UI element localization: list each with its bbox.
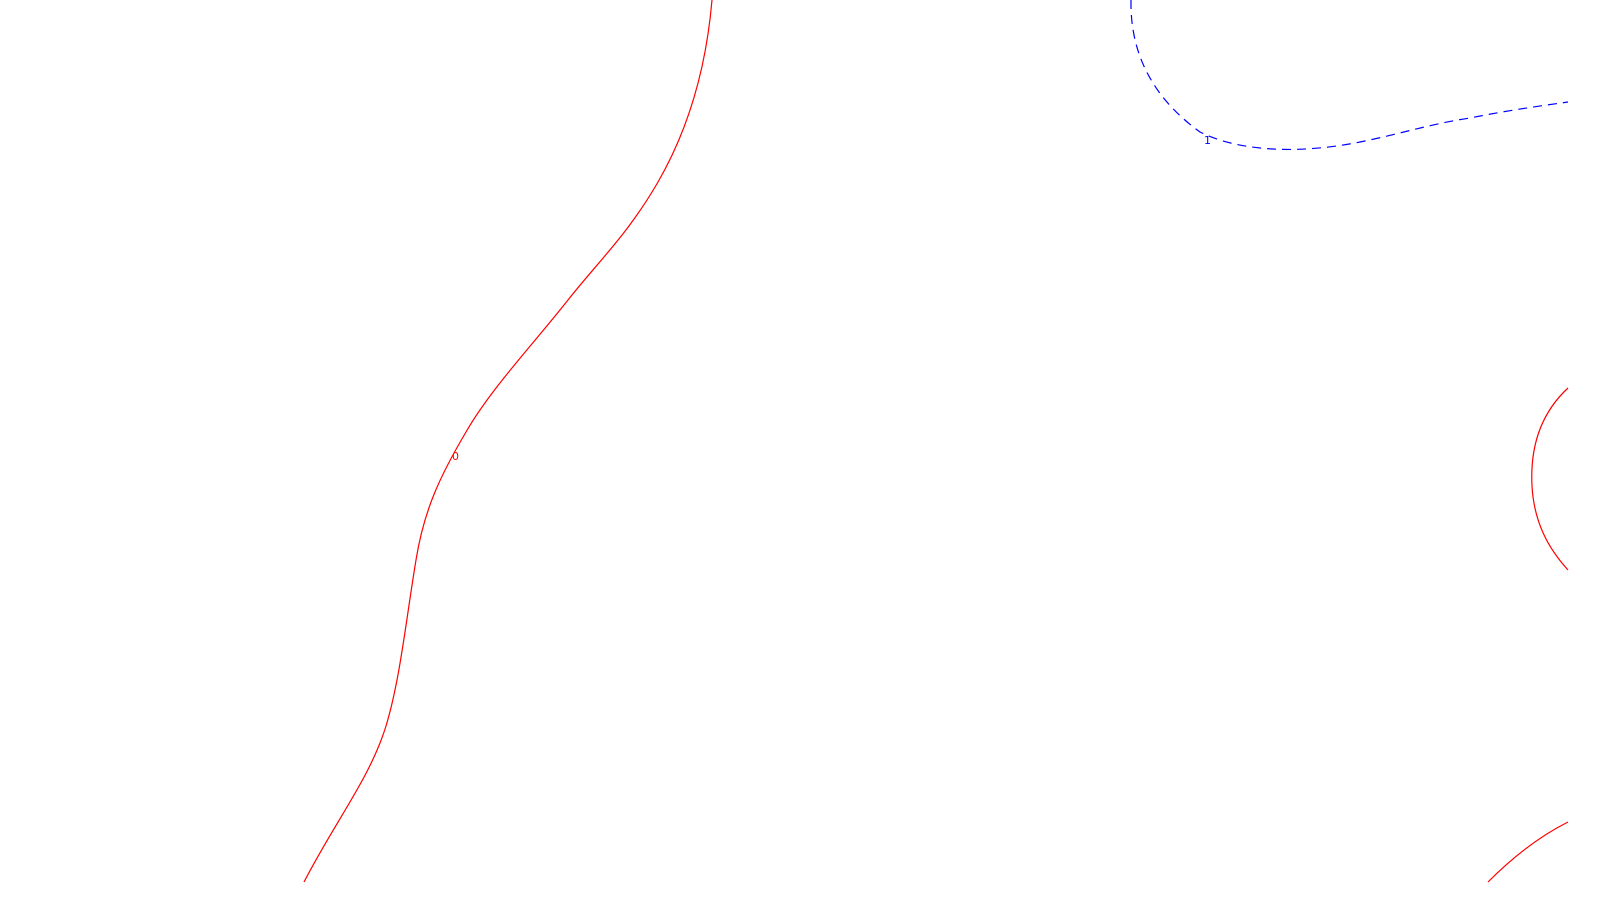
contour-label-zero: 0 [452,450,459,463]
contour-line-one-dashed [1130,0,1569,151]
contour-line-zero-bottom-right-arc [1487,821,1569,883]
contour-line-zero-main [303,0,713,883]
contour-line-zero-right-arc [1531,387,1569,571]
contour-label-one: 1 [1204,134,1211,147]
